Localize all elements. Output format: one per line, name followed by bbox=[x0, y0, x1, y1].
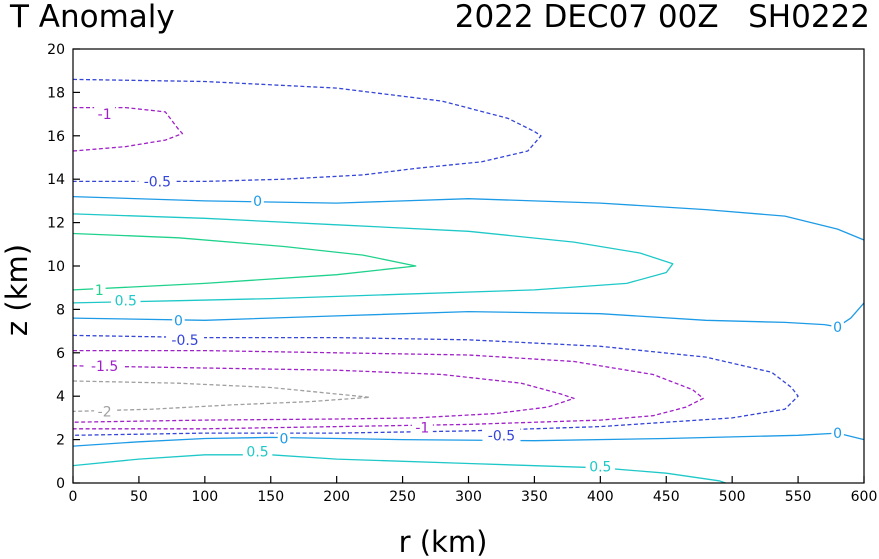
y-axis-ticks: 0 2 4 6 8 10 12 14 16 18 20 bbox=[47, 42, 80, 492]
y-tick-label: 14 bbox=[47, 172, 65, 188]
chart-title-date-storm: 2022 DEC07 00Z SH0222 bbox=[455, 0, 870, 35]
x-tick-label: 400 bbox=[587, 489, 614, 505]
contour-label-mask bbox=[93, 281, 106, 298]
contour-label: -0.5 bbox=[488, 428, 515, 444]
contour-label-mask bbox=[482, 427, 521, 444]
x-tick-label: 550 bbox=[785, 489, 812, 505]
contour-line-z0-bottom bbox=[72, 432, 865, 447]
contour-line-m05-lower bbox=[72, 334, 799, 436]
contour-line-m1-lower bbox=[73, 349, 704, 430]
x-tick-label: 200 bbox=[323, 489, 350, 505]
plot-frame bbox=[72, 48, 865, 484]
contour-label: 0 bbox=[833, 426, 842, 442]
contour-label: 1 bbox=[95, 283, 104, 299]
y-tick-label: 18 bbox=[47, 85, 65, 101]
contour-label: 0 bbox=[279, 432, 288, 448]
y-tick-label: 0 bbox=[56, 476, 65, 492]
contour-label-mask bbox=[411, 419, 433, 436]
y-tick-label: 6 bbox=[56, 346, 65, 362]
contour-label-mask bbox=[242, 443, 273, 460]
y-tick-label: 4 bbox=[56, 389, 65, 405]
contour-label: 0 bbox=[174, 313, 183, 329]
contour-line-m1-upper bbox=[72, 106, 184, 152]
contour-label: -1 bbox=[415, 421, 429, 437]
contour-label: -0.5 bbox=[171, 333, 198, 349]
contour-label-mask bbox=[138, 173, 177, 190]
chart-title-variable: T Anomaly bbox=[9, 0, 175, 35]
contour-label: -0.5 bbox=[144, 174, 171, 190]
x-axis-label: r (km) bbox=[399, 525, 488, 559]
x-tick-label: 150 bbox=[257, 489, 284, 505]
x-tick-label: 50 bbox=[130, 489, 148, 505]
contour-labels: -0.5 -1 0 0.5 1 0 0 -0.5 -0.5 -1 -1.5 -2 0 0 0.5 0.5 bbox=[85, 106, 844, 476]
contour-label-mask bbox=[172, 312, 185, 329]
y-tick-label: 12 bbox=[47, 216, 65, 232]
x-tick-label: 250 bbox=[389, 489, 416, 505]
x-tick-label: 350 bbox=[521, 489, 548, 505]
contour-line-p1-mid bbox=[72, 232, 417, 291]
contour-label: -1 bbox=[98, 107, 112, 123]
contour-label-mask bbox=[166, 331, 205, 348]
contour-line-m2-lower bbox=[72, 380, 371, 413]
contour-lines bbox=[72, 78, 865, 484]
contour-label-mask bbox=[277, 430, 291, 447]
contour-label-mask bbox=[251, 192, 264, 209]
contour-label-mask bbox=[831, 425, 844, 442]
contour-label-mask bbox=[831, 318, 844, 335]
contour-label: -2 bbox=[98, 404, 112, 420]
x-tick-label: 0 bbox=[69, 489, 78, 505]
y-tick-label: 20 bbox=[47, 42, 65, 58]
contour-label-mask bbox=[94, 106, 116, 123]
x-tick-label: 500 bbox=[719, 489, 746, 505]
contour-label: 0.5 bbox=[589, 460, 611, 476]
contour-line-m05-upper bbox=[72, 78, 542, 183]
contour-line-z0-lower bbox=[72, 302, 865, 328]
y-tick-label: 8 bbox=[56, 302, 65, 318]
contour-label-mask bbox=[85, 357, 124, 374]
contour-label: 0.5 bbox=[246, 445, 268, 461]
contour-label-mask bbox=[585, 458, 616, 475]
contour-line-z0-upper bbox=[72, 195, 865, 241]
contour-line-p05-mid bbox=[72, 213, 674, 304]
y-tick-label: 16 bbox=[47, 129, 65, 145]
contour-label: 0 bbox=[253, 194, 262, 210]
x-tick-label: 300 bbox=[455, 489, 482, 505]
x-tick-label: 100 bbox=[191, 489, 218, 505]
x-tick-label: 600 bbox=[851, 489, 878, 505]
contour-label-mask bbox=[110, 292, 141, 309]
y-tick-label: 2 bbox=[56, 433, 65, 449]
contour-line-p05-bottom bbox=[72, 454, 726, 484]
contour-label: -1.5 bbox=[91, 359, 118, 375]
y-tick-label: 10 bbox=[47, 259, 65, 275]
y-axis-label: z (km) bbox=[0, 244, 34, 336]
contour-label: 0.5 bbox=[115, 294, 137, 310]
contour-line-m15-lower bbox=[72, 365, 575, 423]
x-tick-label: 450 bbox=[653, 489, 680, 505]
contour-label-mask bbox=[94, 403, 116, 420]
contour-label: 0 bbox=[833, 320, 842, 336]
x-axis-ticks: 0 50 100 150 200 250 300 350 400 450 500 550 600 bbox=[69, 476, 878, 505]
